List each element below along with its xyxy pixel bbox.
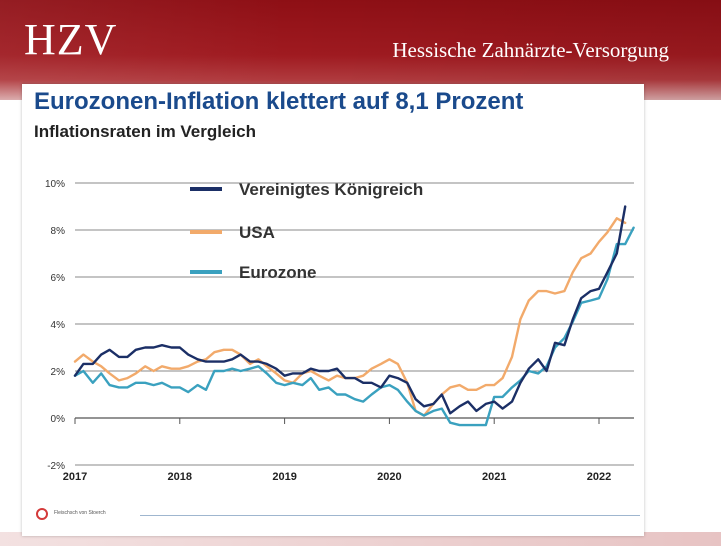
legend-label: Eurozone	[239, 263, 316, 282]
y-tick-label: 2%	[51, 367, 66, 378]
hzv-logo: HZV	[24, 15, 118, 64]
footer-divider	[140, 515, 640, 516]
x-tick-label: 2019	[272, 471, 296, 483]
series-line-usa	[73, 217, 627, 417]
line-chart: 10% 8% 6% 4% 2% 0% -2% 2017 2018 2019 2020 2021 202…	[45, 179, 635, 483]
legend-label: Vereinigtes Königreich	[239, 180, 423, 199]
y-tick-label: 0%	[51, 414, 66, 425]
y-tick-labels: 10% 8% 6% 4% 2% 0% -2%	[45, 179, 65, 472]
legend-label: USA	[239, 223, 275, 242]
y-tick-label: 6%	[51, 273, 66, 284]
banner-sheen	[0, 0, 721, 100]
y-tick-label: -2%	[47, 461, 65, 472]
organization-name: Hessische Zahnärzte-Versorgung	[392, 38, 669, 62]
series-line-eurozone	[73, 226, 635, 427]
series-line-vereinigtes-königreich	[73, 205, 627, 415]
x-tick-label: 2021	[482, 471, 506, 483]
source-text: Fleischsch von Stoerch	[54, 510, 106, 516]
legend: Vereinigtes Königreich USA Eurozone	[190, 180, 423, 282]
chart-title: Eurozonen-Inflation klettert auf 8,1 Pro…	[34, 88, 524, 115]
series-lines	[73, 205, 635, 427]
x-tick-label: 2020	[377, 471, 401, 483]
chart-subtitle: Inflationsraten im Vergleich	[34, 122, 257, 141]
header-banner: HZV Hessische Zahnärzte-Versorgung	[0, 0, 721, 100]
y-tick-label: 4%	[51, 320, 66, 331]
source-logo-icon	[36, 508, 48, 520]
x-tick-label: 2022	[587, 471, 611, 483]
x-tick-label: 2018	[168, 471, 192, 483]
chart-card: Eurozonen-Inflation klettert auf 8,1 Pro…	[22, 84, 644, 536]
y-tick-label: 8%	[51, 226, 66, 237]
x-tick-labels: 2017 2018 2019 2020 2021 2022	[63, 471, 611, 483]
grid-layer	[74, 182, 634, 466]
x-tick-label: 2017	[63, 471, 87, 483]
y-tick-label: 10%	[45, 179, 65, 190]
